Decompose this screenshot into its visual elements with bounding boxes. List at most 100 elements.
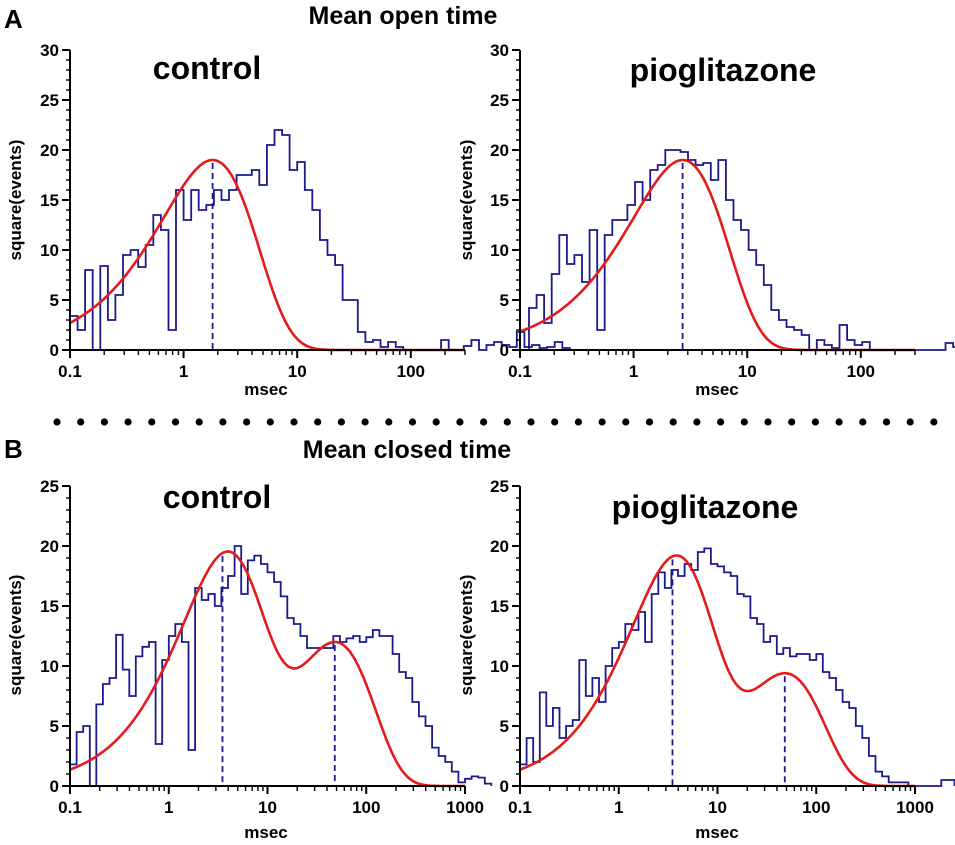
y-tick-label: 5 xyxy=(50,717,59,736)
y-tick-label: 20 xyxy=(490,141,509,160)
divider-dot xyxy=(811,418,820,426)
y-tick-label: 30 xyxy=(40,41,59,60)
divider-dot xyxy=(195,418,203,426)
divider-dot xyxy=(574,418,583,426)
chart-closed-pioglitazone: pioglitazone msec square(events) 0 5 10 15 2… xyxy=(457,477,955,842)
y-tick-label: 15 xyxy=(40,597,59,616)
y-tick-label: 5 xyxy=(500,717,509,736)
divider-dot xyxy=(598,418,606,426)
x-tick-label: 1 xyxy=(614,798,623,817)
divider-dot xyxy=(361,418,369,426)
divider-dot xyxy=(408,418,417,426)
x-tick-label: 10 xyxy=(288,362,307,381)
y-axis-label: square(events) xyxy=(6,575,25,696)
x-tick-label: 100 xyxy=(397,362,425,381)
x-tick-label: 100 xyxy=(802,798,830,817)
divider-dot xyxy=(882,418,891,426)
y-tick-label: 25 xyxy=(490,91,509,110)
x-tick-label: 1 xyxy=(629,362,638,381)
y-tick-label: 0 xyxy=(50,777,59,796)
divider-dot xyxy=(906,418,914,426)
y-tick-label: 30 xyxy=(490,41,509,60)
y-tick-label: 10 xyxy=(490,657,509,676)
x-tick-label: 10 xyxy=(258,798,277,817)
x-tick-label: 0.1 xyxy=(58,798,82,817)
y-tick-label: 0 xyxy=(500,341,509,360)
x-tick-label: 10 xyxy=(708,798,727,817)
histogram-series xyxy=(69,129,571,351)
chart-title: control xyxy=(153,50,261,86)
y-tick-label: 25 xyxy=(40,477,59,496)
divider-dot xyxy=(645,418,654,426)
y-tick-label: 20 xyxy=(40,141,59,160)
fit-curve xyxy=(69,550,465,788)
x-tick-label: 1000 xyxy=(896,798,934,817)
y-tick-label: 20 xyxy=(490,537,509,556)
section-title-closed: Mean closed time xyxy=(303,436,511,464)
divider-dot xyxy=(527,418,535,426)
y-tick-label: 5 xyxy=(500,291,509,310)
y-tick-label: 10 xyxy=(490,241,509,260)
divider-dot xyxy=(290,418,298,426)
divider-dot xyxy=(622,418,630,426)
y-tick-label: 25 xyxy=(490,477,509,496)
histogram-series xyxy=(528,149,955,351)
divider-dot xyxy=(859,418,867,426)
divider-dot xyxy=(835,418,843,426)
divider-dot xyxy=(100,418,108,426)
x-tick-label: 1 xyxy=(179,362,188,381)
x-tick-label: 0.1 xyxy=(508,362,532,381)
divider-dot xyxy=(788,418,796,426)
divider-dot xyxy=(171,418,180,426)
divider-dot xyxy=(480,418,488,426)
y-tick-label: 5 xyxy=(50,291,59,310)
divider-dot xyxy=(243,418,251,426)
chart-title: pioglitazone xyxy=(612,489,799,525)
chart-title: pioglitazone xyxy=(630,52,817,88)
divider-dot xyxy=(219,418,227,426)
chart-title: control xyxy=(163,479,271,515)
divider-dot xyxy=(551,418,559,426)
divider-dot xyxy=(266,418,274,426)
y-tick-label: 15 xyxy=(40,191,59,210)
y-tick-label: 25 xyxy=(40,91,59,110)
y-tick-label: 10 xyxy=(40,657,59,676)
y-tick-label: 20 xyxy=(40,537,59,556)
panel-letter-b: B xyxy=(4,434,23,464)
chart-closed-control: control msec square(events) 0 5 10 15 20 25 0.… xyxy=(6,477,493,842)
x-tick-label: 0.1 xyxy=(58,362,82,381)
section-title-open: Mean open time xyxy=(309,2,498,30)
divider-dot xyxy=(314,418,322,426)
histogram-series xyxy=(69,545,493,787)
y-tick-label: 0 xyxy=(500,777,509,796)
y-axis-label: square(events) xyxy=(6,140,25,261)
divider-dot xyxy=(385,418,393,426)
y-tick-label: 0 xyxy=(50,341,59,360)
panel-letter-a: A xyxy=(4,4,23,34)
divider-dot xyxy=(717,418,725,426)
chart-open-pioglitazone: pioglitazone msec square(events) 0 5 10 15 2… xyxy=(457,41,955,399)
divider-dot xyxy=(124,418,132,426)
y-axis-label: square(events) xyxy=(457,140,476,261)
divider-dot xyxy=(764,418,772,426)
y-axis-label: square(events) xyxy=(457,575,476,696)
chart-open-control: control msec square(events) 051015202530… xyxy=(6,41,571,399)
divider-dot xyxy=(740,418,748,426)
fit-curve xyxy=(519,554,915,788)
x-tick-label: 1000 xyxy=(446,798,484,817)
x-tick-label: 0.1 xyxy=(508,798,532,817)
x-tick-label: 1 xyxy=(164,798,173,817)
x-axis-label: msec xyxy=(244,380,287,399)
divider-dot xyxy=(669,418,677,426)
x-axis-label: msec xyxy=(244,823,287,842)
y-tick-label: 15 xyxy=(490,597,509,616)
divider-dot xyxy=(337,418,345,426)
histogram-series xyxy=(519,547,955,787)
dotted-divider xyxy=(53,418,938,426)
divider-dot xyxy=(77,418,85,426)
x-tick-label: 100 xyxy=(847,362,875,381)
x-tick-label: 10 xyxy=(738,362,757,381)
divider-dot xyxy=(148,418,156,426)
